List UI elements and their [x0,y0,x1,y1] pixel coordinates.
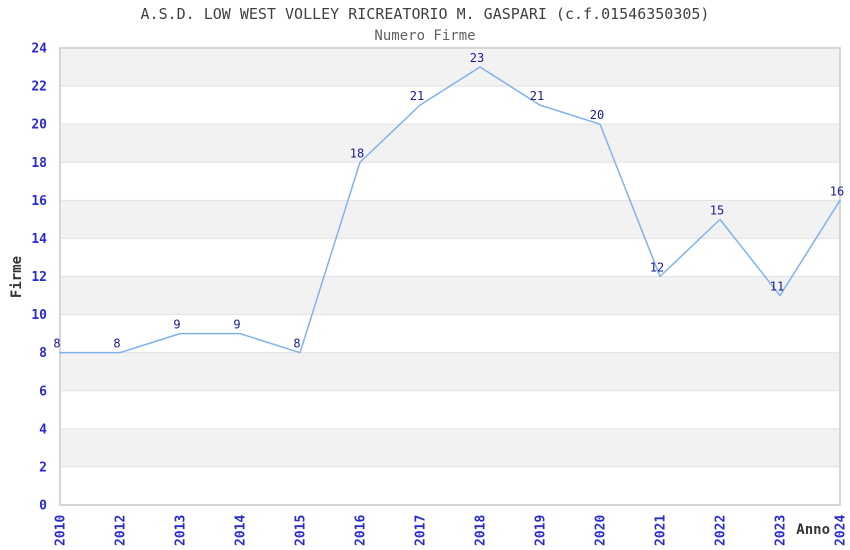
x-tick-label: 2015 [294,515,309,546]
x-tick-label: 2021 [654,515,669,546]
y-tick-label: 18 [31,156,47,171]
y-axis-title: Firme [9,256,25,298]
plot-border [59,47,841,506]
point-label: 9 [173,318,180,332]
y-tick-label: 20 [31,118,47,133]
point-label: 9 [233,318,240,332]
x-tick-label: 2014 [234,515,249,546]
y-tick-label: 16 [31,194,47,209]
x-tick-label: 2020 [594,515,609,546]
x-tick-label: 2012 [114,515,129,546]
series-line [59,66,841,354]
point-label: 21 [530,89,544,103]
y-tick-label: 24 [31,42,47,57]
point-label: 16 [830,184,844,198]
y-tick-label: 10 [31,308,47,323]
y-tick-label: 12 [31,270,47,285]
point-label: 11 [770,280,784,294]
grid-band [60,352,840,391]
point-label: 21 [410,89,424,103]
point-label: 8 [53,337,60,351]
x-tick-label: 2017 [414,515,429,546]
grid-band [60,428,840,467]
x-tick-label: 2016 [354,515,369,546]
point-label: 12 [650,261,664,275]
y-tick-label: 14 [31,232,47,247]
point-label: 18 [350,146,364,160]
x-tick-label: 2019 [534,515,549,546]
x-tick-label: 2023 [774,515,789,546]
grid-band [60,48,840,87]
point-label: 15 [710,203,724,217]
point-label: 8 [113,337,120,351]
grid-band [60,200,840,239]
y-tick-label: 2 [39,460,47,475]
y-tick-label: 8 [39,346,47,361]
grid-band [60,276,840,315]
x-tick-label: 2010 [54,515,69,546]
y-tick-label: 6 [39,384,47,399]
x-tick-label: 2018 [474,515,489,546]
chart-title: A.S.D. LOW WEST VOLLEY RICREATORIO M. GA… [141,5,710,23]
y-tick-label: 22 [31,80,47,95]
y-tick-label: 0 [39,499,47,514]
point-label: 23 [470,51,484,65]
y-tick-label: 4 [39,422,47,437]
chart-subtitle: Numero Firme [374,28,475,44]
x-tick-label: 2022 [714,515,729,546]
point-label: 8 [293,337,300,351]
x-tick-label: 2013 [174,515,189,546]
x-axis-title: Anno [796,522,830,538]
grid-band [60,124,840,163]
x-tick-label: 2024 [834,515,849,546]
point-label: 20 [590,108,604,122]
